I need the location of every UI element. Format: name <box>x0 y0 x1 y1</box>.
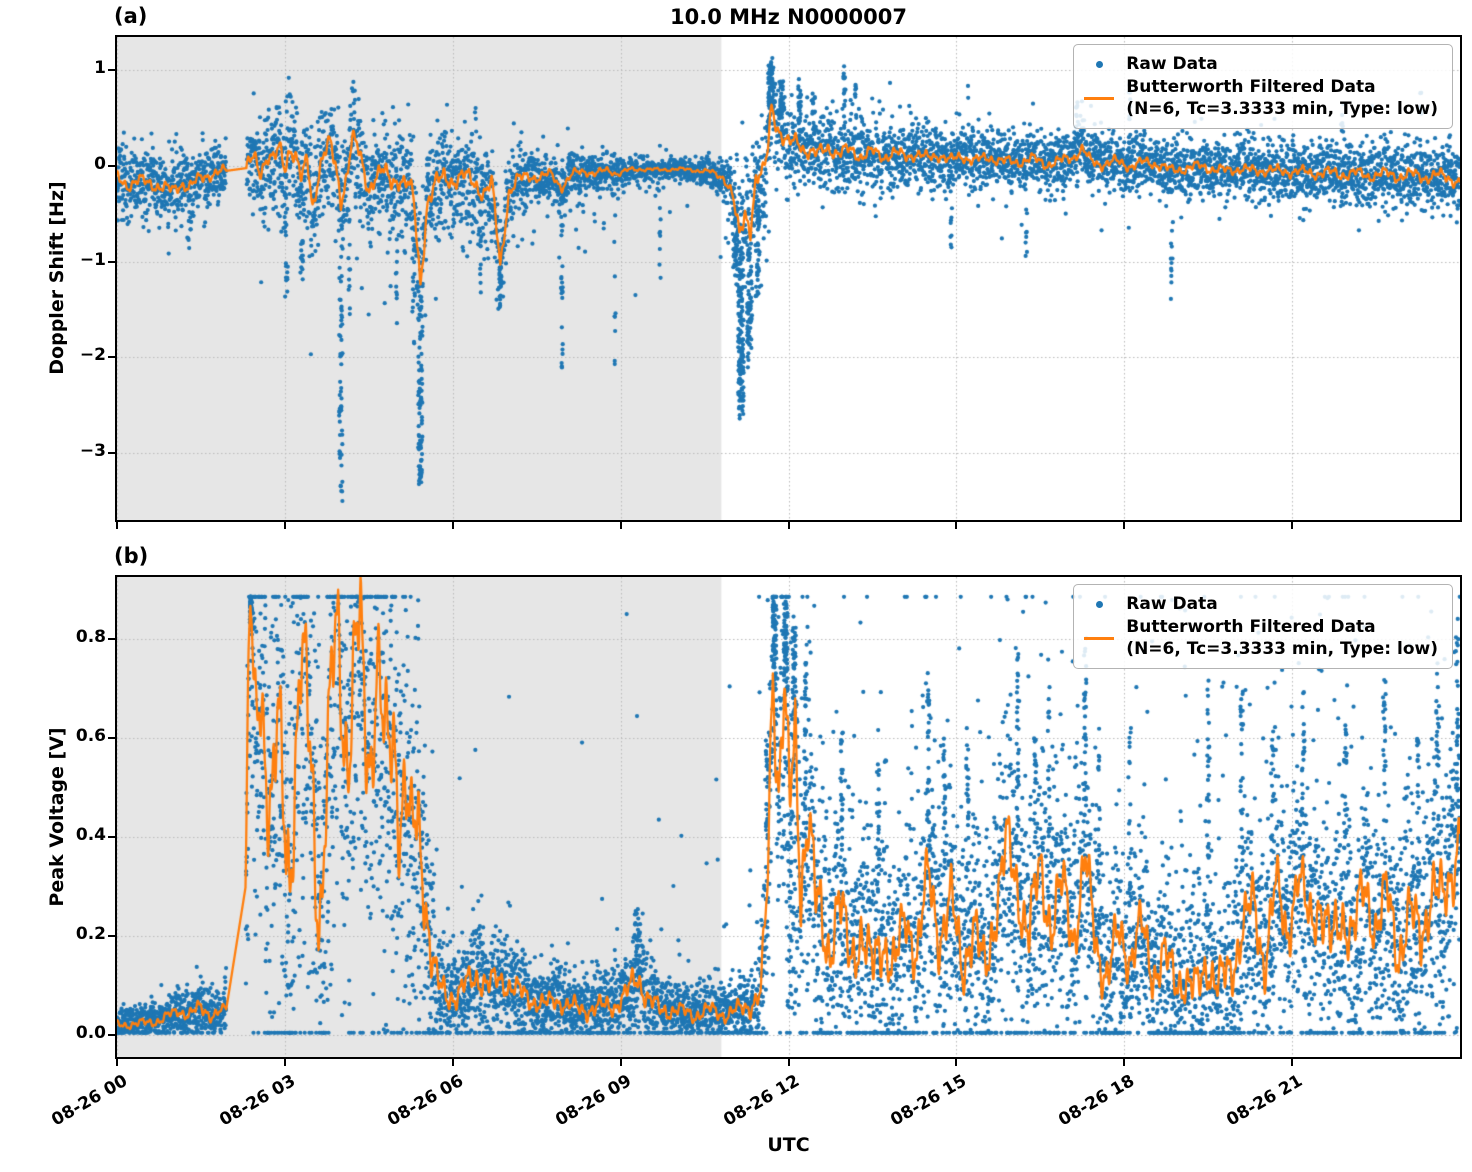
filtered-line-icon <box>1083 636 1115 640</box>
panel-b-label: (b) <box>114 544 149 568</box>
x-tick-label: 08-26 15 <box>887 1071 971 1131</box>
legend-filtered-title: Butterworth Filtered Data <box>1126 77 1376 98</box>
x-tick-mark <box>116 522 118 529</box>
x-tick-mark <box>787 1059 790 1066</box>
legend-item-filtered: Butterworth Filtered Data (N=6, Tc=3.333… <box>1083 616 1438 660</box>
y-tick-mark <box>108 835 115 838</box>
y-tick-mark <box>108 637 115 640</box>
x-tick-mark <box>1291 522 1294 529</box>
x-tick-label: 08-26 03 <box>216 1071 299 1131</box>
legend-raw-label: Raw Data <box>1126 594 1218 614</box>
legend-filtered-label: Butterworth Filtered Data (N=6, Tc=3.333… <box>1126 616 1438 660</box>
x-tick-label: 08-26 21 <box>1223 1071 1307 1131</box>
x-tick-mark <box>619 1059 622 1066</box>
x-axis-label: UTC <box>767 1134 810 1156</box>
y-tick-label: −2 <box>79 345 106 366</box>
y-tick-label: 0 <box>94 154 106 175</box>
legend-item-raw: Raw Data <box>1083 53 1438 75</box>
x-tick-mark <box>1123 522 1126 529</box>
x-tick-label: 08-26 09 <box>551 1071 635 1131</box>
y-tick-label: 0.2 <box>75 923 106 944</box>
panel-b-y-axis-label: Peak Voltage [V] <box>46 727 68 907</box>
x-tick-mark <box>116 1059 118 1066</box>
y-tick-label: 1 <box>94 58 106 79</box>
legend-raw-label: Raw Data <box>1126 54 1218 74</box>
y-tick-label: −3 <box>79 441 106 462</box>
x-tick-mark <box>283 1059 286 1066</box>
x-tick-mark <box>955 522 958 529</box>
y-tick-label: −1 <box>79 249 106 270</box>
legend-filtered-title: Butterworth Filtered Data <box>1126 617 1376 638</box>
panel-a-plot-area[interactable]: Raw Data Butterworth Filtered Data (N=6,… <box>115 35 1462 522</box>
legend-item-raw: Raw Data <box>1083 593 1438 615</box>
x-tick-mark <box>787 522 790 529</box>
x-tick-mark <box>451 522 454 529</box>
y-tick-label: 0.6 <box>75 725 106 746</box>
y-tick-mark <box>108 165 115 168</box>
legend-item-filtered: Butterworth Filtered Data (N=6, Tc=3.333… <box>1083 76 1438 120</box>
x-tick-mark <box>619 522 622 529</box>
panel-b-legend: Raw Data Butterworth Filtered Data (N=6,… <box>1073 584 1453 670</box>
y-tick-mark <box>108 934 115 937</box>
x-tick-mark <box>1291 1059 1294 1066</box>
y-tick-mark <box>108 69 115 72</box>
legend-filtered-detail: (N=6, Tc=3.3333 min, Type: low) <box>1126 639 1438 660</box>
legend-filtered-label: Butterworth Filtered Data (N=6, Tc=3.333… <box>1126 76 1438 120</box>
filtered-line-icon <box>1083 96 1115 100</box>
y-tick-mark <box>108 260 115 263</box>
y-tick-mark <box>108 452 115 455</box>
x-tick-mark <box>451 1059 454 1066</box>
legend-filtered-detail: (N=6, Tc=3.3333 min, Type: low) <box>1126 99 1438 120</box>
raw-data-dot-icon <box>1083 600 1115 608</box>
raw-data-dot-icon <box>1083 60 1115 68</box>
figure-title: 10.0 MHz N0000007 <box>670 5 907 29</box>
panel-a-label: (a) <box>114 4 148 28</box>
y-tick-label: 0.0 <box>75 1022 106 1043</box>
panel-b-plot-area[interactable]: Raw Data Butterworth Filtered Data (N=6,… <box>115 575 1462 1059</box>
y-tick-mark <box>108 356 115 359</box>
x-tick-label: 08-26 18 <box>1055 1071 1139 1131</box>
y-tick-mark <box>108 736 115 739</box>
x-tick-label: 08-26 06 <box>384 1071 467 1131</box>
y-tick-mark <box>108 1033 115 1036</box>
x-tick-mark <box>283 522 286 529</box>
x-tick-label: 08-26 00 <box>48 1071 131 1131</box>
y-tick-label: 0.4 <box>75 824 106 845</box>
x-tick-mark <box>1123 1059 1126 1066</box>
x-tick-mark <box>955 1059 958 1066</box>
panel-a-legend: Raw Data Butterworth Filtered Data (N=6,… <box>1073 44 1453 130</box>
y-tick-label: 0.8 <box>75 626 106 647</box>
x-tick-label: 08-26 12 <box>719 1071 803 1131</box>
